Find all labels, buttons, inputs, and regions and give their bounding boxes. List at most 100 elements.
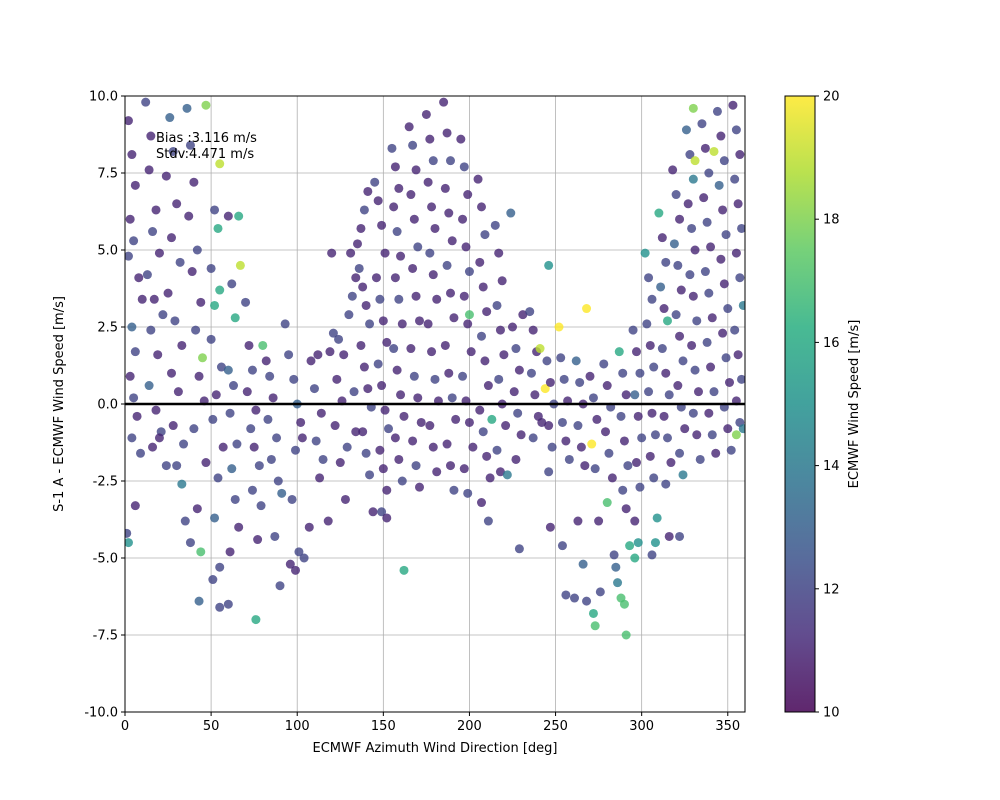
scatter-point <box>528 325 538 335</box>
scatter-point <box>187 267 197 277</box>
scatter-point <box>408 140 418 150</box>
scatter-point <box>390 162 400 172</box>
scatter-point <box>318 454 328 464</box>
scatter-point <box>421 109 431 119</box>
scatter-point <box>494 248 504 258</box>
scatter-point <box>382 513 392 523</box>
scatter-point <box>180 516 190 526</box>
scatter-point <box>477 331 486 341</box>
scatter-point <box>201 458 211 468</box>
scatter-point <box>361 300 371 310</box>
scatter-point <box>661 479 671 489</box>
scatter-point <box>284 350 294 360</box>
colorbar-tick-label: 18 <box>823 213 840 228</box>
scatter-point <box>365 319 375 329</box>
scatter-point <box>675 448 685 458</box>
scatter-point <box>657 233 667 243</box>
scatter-point <box>185 140 195 150</box>
scatter-point <box>406 344 416 354</box>
scatter-point <box>619 599 629 609</box>
scatter-point <box>723 424 733 434</box>
scatter-point <box>731 248 741 258</box>
scatter-point <box>707 313 717 323</box>
scatter-point <box>730 325 740 335</box>
scatter-point <box>242 387 252 397</box>
colorbar <box>785 96 815 712</box>
scatter-point <box>451 414 461 424</box>
scatter-point <box>399 411 409 421</box>
scatter-point <box>497 276 507 286</box>
scatter-point <box>573 421 583 431</box>
scatter-point <box>458 214 468 224</box>
scatter-point <box>261 356 271 366</box>
scatter-point <box>645 451 655 461</box>
scatter-point <box>144 381 154 391</box>
scatter-point <box>141 97 151 107</box>
scatter-point <box>495 325 505 335</box>
scatter-point <box>342 442 352 452</box>
scatter-point <box>130 347 140 357</box>
scatter-point <box>198 353 207 363</box>
scatter-point <box>506 208 516 218</box>
scatter-point <box>700 267 710 277</box>
scatter-point <box>332 374 342 384</box>
x-tick-label: 200 <box>457 719 482 734</box>
scatter-point <box>475 257 485 267</box>
scatter-point <box>223 599 233 609</box>
scatter-point <box>223 365 233 375</box>
scatter-point <box>463 190 473 200</box>
scatter-point <box>688 291 698 301</box>
scatter-point <box>390 433 400 443</box>
x-tick-label: 100 <box>285 719 310 734</box>
scatter-point <box>225 408 235 418</box>
scatter-point <box>671 310 681 320</box>
scatter-point <box>382 337 392 347</box>
scatter-point <box>225 547 235 557</box>
scatter-point <box>590 621 600 631</box>
scatter-point <box>642 319 652 329</box>
scatter-point <box>244 340 254 350</box>
scatter-point <box>697 119 707 129</box>
scatter-point <box>384 424 393 434</box>
scatter-point <box>731 430 741 440</box>
scatter-point <box>442 260 452 270</box>
scatter-point <box>706 242 716 252</box>
scatter-point <box>153 350 163 360</box>
scatter-point <box>464 417 474 427</box>
scatter-point <box>609 550 619 560</box>
scatter-point <box>427 202 437 212</box>
scatter-point <box>635 368 645 378</box>
scatter-point <box>249 442 259 452</box>
scatter-point <box>554 322 564 332</box>
y-axis-label: S-1 A - ECMWF Wind Speed [m/s] <box>52 296 67 512</box>
bias-annotation: Bias :3.116 m/s <box>156 131 257 146</box>
scatter-point <box>137 294 147 304</box>
scatter-point <box>313 350 323 360</box>
scatter-point <box>463 488 473 498</box>
scatter-point <box>587 439 597 449</box>
scatter-point <box>525 307 535 317</box>
scatter-point <box>633 411 643 421</box>
stdv-annotation: Stdv:4.471 m/s <box>156 147 254 162</box>
scatter-point <box>340 494 350 504</box>
scatter-point <box>277 488 287 498</box>
scatter-point <box>647 408 657 418</box>
scatter-point <box>215 159 225 169</box>
scatter-point <box>389 202 399 212</box>
scatter-point <box>232 439 242 449</box>
scatter-point <box>246 424 256 434</box>
scatter-point <box>291 445 300 455</box>
scatter-point <box>690 245 700 255</box>
y-tick-label: 0.0 <box>97 398 118 413</box>
scatter-point <box>738 424 745 434</box>
scatter-point <box>172 461 182 471</box>
scatter-point <box>702 337 712 347</box>
x-tick-label: 0 <box>121 719 129 734</box>
scatter-point <box>409 214 419 224</box>
scatter-point <box>719 279 729 289</box>
x-tick-label: 50 <box>203 719 220 734</box>
scatter-point <box>247 365 257 375</box>
x-axis-label: ECMWF Azimuth Wind Direction [deg] <box>313 741 558 756</box>
scatter-point <box>223 211 233 221</box>
scatter-point <box>132 411 142 421</box>
